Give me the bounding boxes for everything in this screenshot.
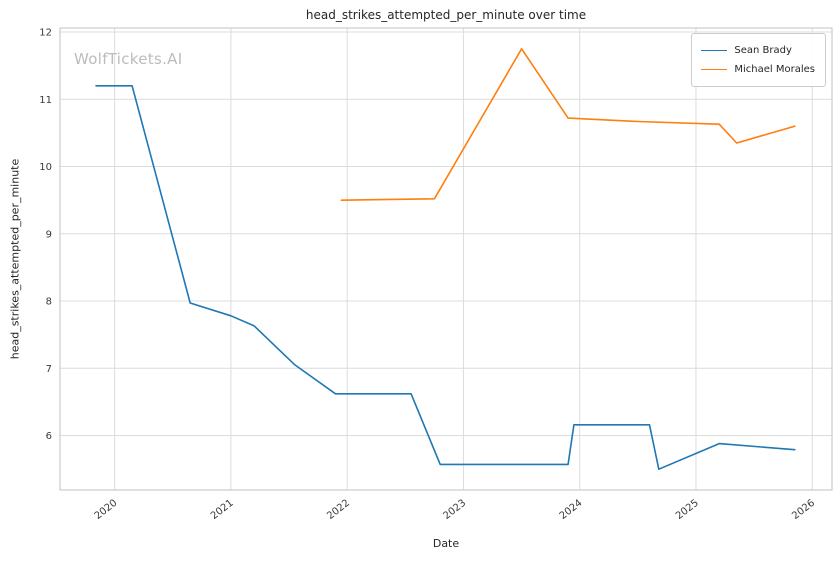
series-line-michael-morales [340, 47, 796, 201]
legend: Sean Brady Michael Morales [691, 33, 826, 87]
series-line-sean-brady [95, 85, 796, 471]
x-tick-label: 2020 [93, 498, 120, 522]
x-tick-label: 2026 [790, 498, 817, 522]
y-tick-label: 7 [46, 364, 52, 375]
y-tick-label: 8 [46, 297, 52, 308]
legend-label: Michael Morales [734, 64, 815, 75]
chart-title: head_strikes_attempted_per_minute over t… [305, 8, 587, 22]
y-tick-label: 12 [39, 28, 52, 39]
y-axis-label: head_strikes_attempted_per_minute [8, 158, 22, 360]
y-tick-label: 9 [46, 229, 52, 240]
legend-swatch [701, 50, 728, 51]
x-tick-label: 2024 [558, 498, 585, 522]
x-tick-label: 2025 [674, 498, 701, 522]
x-tick-label: 2022 [325, 498, 352, 522]
watermark: WolfTickets.AI [74, 50, 183, 68]
x-axis-label: Date [432, 537, 460, 550]
x-tick-label: 2021 [209, 498, 236, 522]
y-tick-label: 10 [39, 162, 52, 173]
x-tick-label: 2023 [441, 498, 468, 522]
y-tick-label: 6 [46, 431, 52, 442]
legend-item-sean-brady: Sean Brady [701, 41, 815, 60]
legend-label: Sean Brady [734, 45, 792, 56]
legend-swatch [701, 69, 728, 70]
plot-border [59, 27, 833, 491]
legend-item-michael-morales: Michael Morales [701, 60, 815, 79]
y-tick-label: 11 [39, 95, 52, 106]
